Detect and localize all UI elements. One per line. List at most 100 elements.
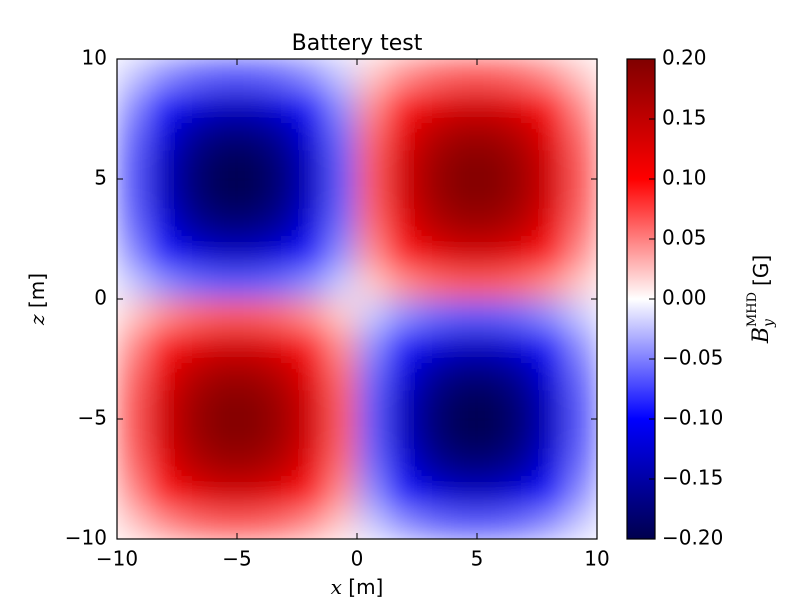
heatmap-cell <box>386 358 418 390</box>
heatmap-cell <box>476 88 508 120</box>
heatmap-cell <box>506 448 538 480</box>
heatmap-cell <box>117 328 148 360</box>
heatmap-cell <box>326 238 358 270</box>
heatmap-cell <box>536 148 568 180</box>
heatmap-cell <box>266 478 298 510</box>
heatmap-cell <box>176 328 208 360</box>
heatmap-cell <box>266 388 298 420</box>
heatmap-cell <box>117 238 148 270</box>
heatmap-cell <box>476 59 508 90</box>
heatmap-cell <box>117 148 148 180</box>
y-axis-symbol: z <box>25 314 49 326</box>
heatmap-cell <box>296 178 328 210</box>
heatmap-cell <box>386 268 418 300</box>
heatmap-cell <box>476 388 508 420</box>
heatmap-cell <box>117 268 148 300</box>
heatmap-cell <box>176 388 208 420</box>
x-axis-label: x [m] <box>331 575 384 599</box>
heatmap-cell <box>176 208 208 240</box>
heatmap-cell <box>326 118 358 150</box>
heatmap-cell <box>356 478 388 510</box>
heatmap-cell <box>506 418 538 450</box>
heatmap-cell <box>176 88 208 120</box>
heatmap-cell <box>326 388 358 420</box>
heatmap-cell <box>236 508 268 539</box>
heatmap-cell <box>266 418 298 450</box>
colorbar-tick-label: 0.15 <box>662 106 707 130</box>
heatmap-cell <box>566 388 597 420</box>
heatmap-cell <box>326 59 358 90</box>
heatmap-cell <box>566 59 597 90</box>
heatmap-cell <box>146 448 178 480</box>
heatmap-cell <box>446 358 478 390</box>
heatmap-cell <box>206 148 238 180</box>
heatmap-cell <box>416 118 448 150</box>
heatmap-cell <box>266 268 298 300</box>
colorbar-tick-label: −0.15 <box>662 466 723 490</box>
colorbar-tick-label: 0.10 <box>662 166 707 190</box>
heatmap-cell <box>536 388 568 420</box>
heatmap-cell <box>236 118 268 150</box>
heatmap-cell <box>266 118 298 150</box>
heatmap-cell <box>476 268 508 300</box>
colorbar-tick-label: 0.20 <box>662 46 707 70</box>
heatmap-cell <box>266 328 298 360</box>
heatmap-cell <box>476 328 508 360</box>
heatmap-cell <box>266 448 298 480</box>
heatmap-cell <box>326 478 358 510</box>
heatmap-cell <box>386 478 418 510</box>
y-axis-label: z [m] <box>25 273 49 326</box>
heatmap-cell <box>236 178 268 210</box>
heatmap-cell <box>176 148 208 180</box>
heatmap-cell <box>386 88 418 120</box>
heatmap-cell <box>566 178 597 210</box>
heatmap-cell <box>506 388 538 420</box>
heatmap-cell <box>117 448 148 480</box>
heatmap-cell <box>416 208 448 240</box>
heatmap-cell <box>506 118 538 150</box>
heatmap-cell <box>266 59 298 90</box>
x-tick-label: 0 <box>351 547 364 571</box>
heatmap-cell <box>476 148 508 180</box>
heatmap-cell <box>506 328 538 360</box>
heatmap-cell <box>386 148 418 180</box>
heatmap-cell <box>476 358 508 390</box>
heatmap-cell <box>476 508 508 539</box>
heatmap-cell <box>416 238 448 270</box>
heatmap-cell <box>326 508 358 539</box>
heatmap-cell <box>296 508 328 539</box>
colorbar-unit: [G] <box>749 255 773 286</box>
heatmap-cell <box>206 178 238 210</box>
heatmap-cell <box>446 328 478 360</box>
heatmap-cell <box>326 448 358 480</box>
heatmap-cell <box>536 508 568 539</box>
heatmap-cell <box>386 508 418 539</box>
heatmap-cell <box>266 298 298 330</box>
heatmap-cell <box>446 59 478 90</box>
heatmap-cell <box>326 208 358 240</box>
y-tick-label: −10 <box>65 526 107 550</box>
heatmap-cell <box>356 208 388 240</box>
colorbar-tick-label: −0.10 <box>662 406 723 430</box>
heatmap-cell <box>416 268 448 300</box>
y-axis-unit: [m] <box>25 273 49 308</box>
heatmap-cell <box>296 448 328 480</box>
heatmap-cell <box>416 298 448 330</box>
heatmap-cell <box>206 448 238 480</box>
heatmap-cell <box>146 118 178 150</box>
heatmap-cell <box>146 508 178 539</box>
heatmap-cell <box>266 88 298 120</box>
heatmap-cell <box>566 358 597 390</box>
colorbar-superscript: MHD <box>745 292 760 327</box>
heatmap-cell <box>176 508 208 539</box>
heatmap-cell <box>476 478 508 510</box>
heatmap-cell <box>326 88 358 120</box>
heatmap-cell <box>566 448 597 480</box>
heatmap-cell <box>146 298 178 330</box>
heatmap-cell <box>536 238 568 270</box>
heatmap-cell <box>236 238 268 270</box>
heatmap-cell <box>506 478 538 510</box>
heatmap-cell <box>206 88 238 120</box>
heatmap-cell <box>117 298 148 330</box>
heatmap-cell <box>296 328 328 360</box>
